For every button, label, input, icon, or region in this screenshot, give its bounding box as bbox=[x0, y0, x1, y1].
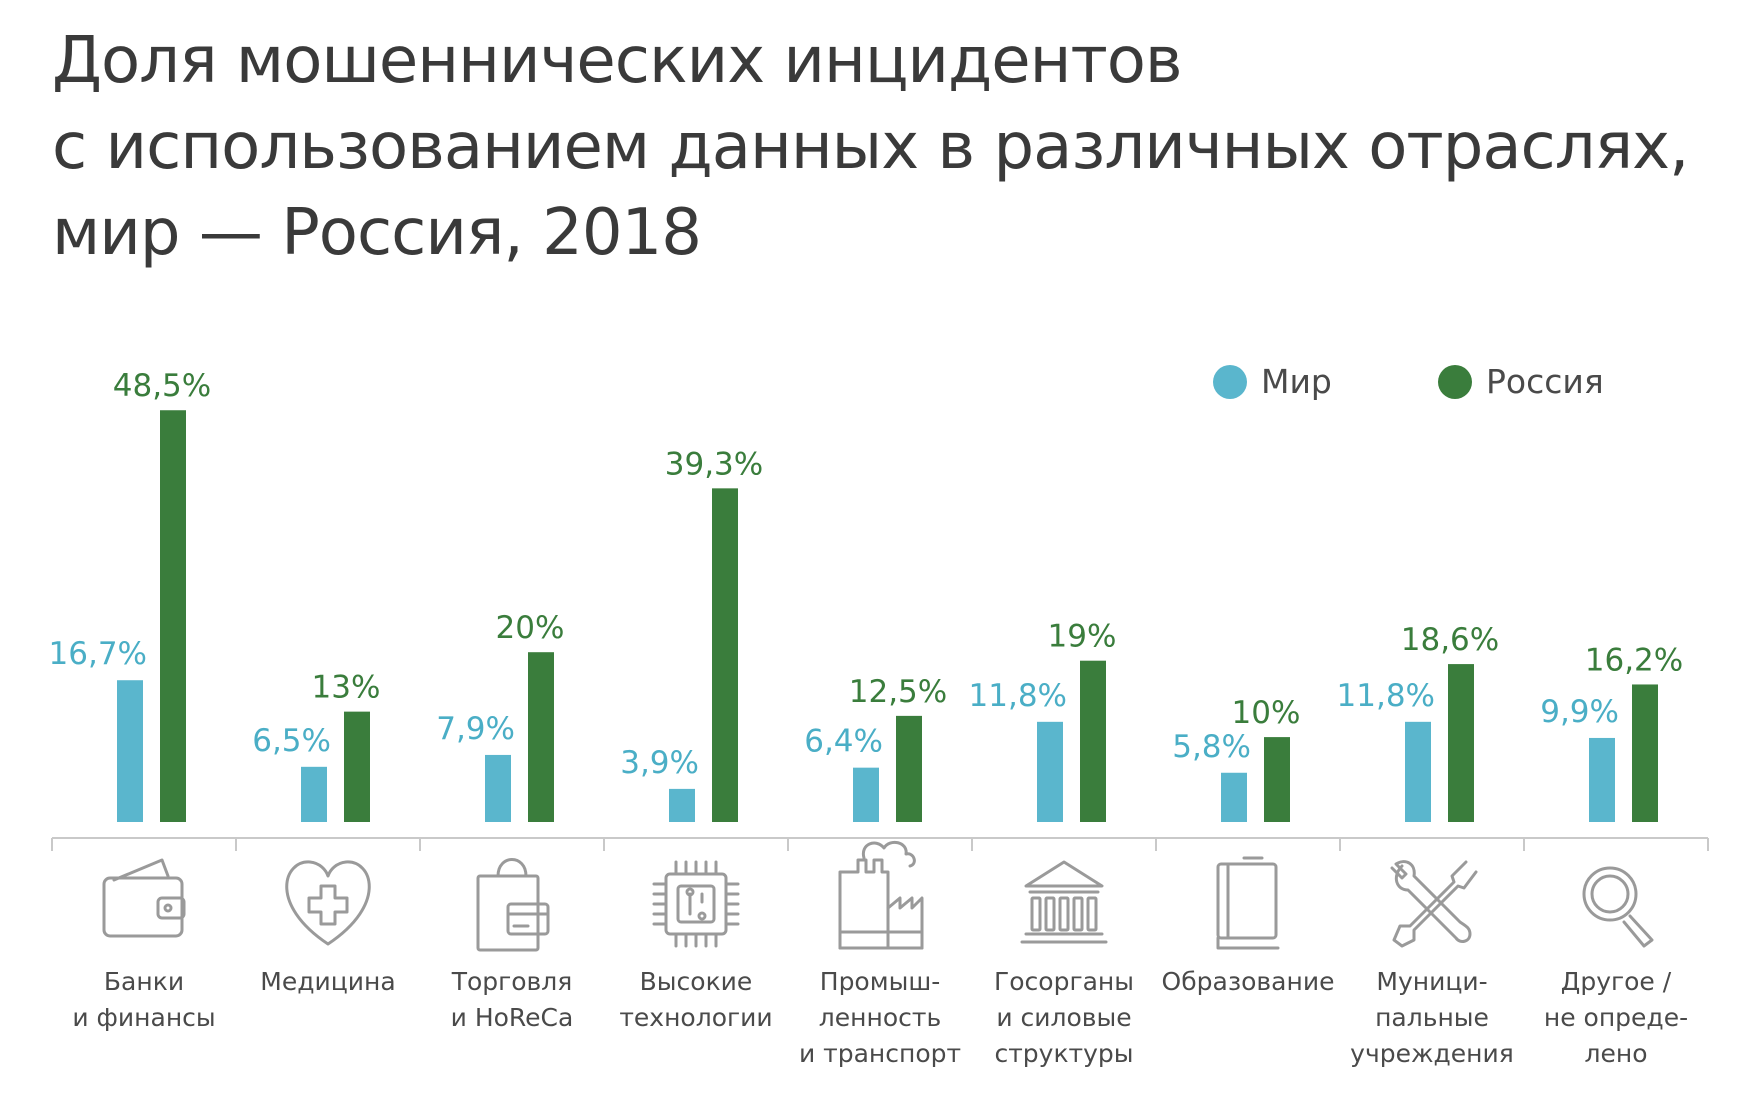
category-label-line: структуры bbox=[994, 1039, 1134, 1068]
category-label-line: и HoReCa bbox=[450, 1003, 574, 1032]
category-label-line: пальные bbox=[1375, 1003, 1489, 1032]
category-label: Другое / не опреде-лено bbox=[1524, 964, 1708, 1072]
category-label: Госорганы и силовые структуры bbox=[972, 964, 1156, 1072]
data-label-world: 9,9% bbox=[1540, 694, 1619, 730]
legend-swatch-world bbox=[1213, 365, 1247, 399]
category-label-line: ленность bbox=[818, 1003, 942, 1032]
legend-label-russia: Россия bbox=[1486, 362, 1604, 401]
chart-title: Доля мошеннических инцидентов с использо… bbox=[52, 18, 1732, 276]
category-label-line: Высокие bbox=[639, 967, 753, 996]
factory-icon bbox=[838, 840, 924, 950]
data-label-russia: 16,2% bbox=[1585, 642, 1683, 678]
legend: Мир Россия bbox=[1213, 362, 1604, 401]
data-label-russia: 10% bbox=[1232, 695, 1301, 731]
magnifier-icon bbox=[1582, 866, 1654, 948]
wallet-icon bbox=[102, 858, 186, 938]
category-icons-layer bbox=[102, 840, 1654, 952]
data-label-russia: 12,5% bbox=[849, 674, 947, 710]
data-label-russia: 20% bbox=[496, 610, 565, 646]
data-label-russia: 39,3% bbox=[665, 446, 763, 482]
bar-world bbox=[1221, 772, 1247, 822]
government-building-icon bbox=[1020, 860, 1108, 944]
category-label: Образование bbox=[1156, 964, 1340, 1000]
category-label-line: технологии bbox=[619, 1003, 773, 1032]
data-label-russia: 18,6% bbox=[1401, 622, 1499, 658]
category-label: Промыш-ленность и транспорт bbox=[788, 964, 972, 1072]
category-label: Высокие технологии bbox=[604, 964, 788, 1036]
data-label-world: 5,8% bbox=[1172, 729, 1251, 765]
bar-world bbox=[485, 754, 511, 822]
bar-russia bbox=[1448, 664, 1474, 822]
data-label-world: 6,5% bbox=[252, 723, 331, 759]
bar-russia bbox=[344, 711, 370, 822]
category-label: Банки и финансы bbox=[52, 964, 236, 1036]
title-line: мир — Россия, 2018 bbox=[52, 196, 702, 270]
bar-russia bbox=[1080, 660, 1106, 822]
category-label-line: Госорганы bbox=[994, 967, 1134, 996]
heart-medical-icon bbox=[285, 860, 371, 946]
data-label-russia: 48,5% bbox=[113, 368, 211, 404]
bar-world bbox=[1037, 721, 1063, 822]
data-label-russia: 19% bbox=[1048, 619, 1117, 655]
bar-russia bbox=[1632, 684, 1658, 822]
x-axis bbox=[51, 837, 1709, 851]
value-labels-layer: 16,7% 48,5% 6,5% 13% 7,9% 20% 3,9% 39,3% 6,4% 12,… bbox=[49, 368, 1684, 781]
category-label-line: не опреде- bbox=[1543, 1003, 1689, 1032]
bar-world bbox=[669, 788, 695, 822]
category-label-line: Торговля bbox=[451, 967, 573, 996]
shopping-bag-icon bbox=[476, 858, 550, 952]
data-label-russia: 13% bbox=[312, 670, 381, 706]
category-label-line: Промыш- bbox=[819, 967, 941, 996]
category-label-line: и силовые bbox=[996, 1003, 1132, 1032]
book-icon bbox=[1216, 856, 1280, 950]
category-label-line: лено bbox=[1584, 1039, 1648, 1068]
tools-icon bbox=[1390, 860, 1478, 948]
bar-russia bbox=[712, 488, 738, 822]
data-label-world: 11,8% bbox=[1337, 678, 1435, 714]
category-label-line: Медицина bbox=[260, 967, 396, 996]
category-label-line: и финансы bbox=[72, 1003, 216, 1032]
bar-russia bbox=[896, 715, 922, 822]
bar-world bbox=[853, 767, 879, 822]
data-label-world: 11,8% bbox=[969, 678, 1067, 714]
data-label-world: 6,4% bbox=[804, 724, 883, 760]
category-label-line: Образование bbox=[1161, 967, 1335, 996]
legend-label-world: Мир bbox=[1261, 362, 1332, 401]
category-label-line: и транспорт bbox=[798, 1039, 962, 1068]
category-label-line: Другое / bbox=[1560, 967, 1672, 996]
title-line: Доля мошеннических инцидентов bbox=[52, 24, 1183, 98]
microchip-icon bbox=[652, 860, 740, 948]
category-label-line: учреждения bbox=[1350, 1039, 1514, 1068]
bar-world bbox=[301, 766, 327, 822]
category-label-line: Муници- bbox=[1376, 967, 1488, 996]
bar-russia bbox=[528, 652, 554, 822]
bar-world bbox=[1589, 737, 1615, 822]
category-label: Муници-пальные учреждения bbox=[1340, 964, 1524, 1072]
category-label: Торговля и HoReCa bbox=[420, 964, 604, 1036]
category-label: Медицина bbox=[236, 964, 420, 1000]
title-line: с использованием данных в различных отра… bbox=[52, 110, 1689, 184]
bar-world bbox=[117, 680, 143, 822]
bar-world bbox=[1405, 721, 1431, 822]
data-label-world: 7,9% bbox=[436, 711, 515, 747]
data-label-world: 16,7% bbox=[49, 636, 147, 672]
bars-layer bbox=[117, 410, 1658, 822]
bar-russia bbox=[1264, 737, 1290, 822]
data-label-world: 3,9% bbox=[620, 745, 699, 781]
legend-swatch-russia bbox=[1438, 365, 1472, 399]
bar-russia bbox=[160, 410, 186, 822]
category-label-line: Банки bbox=[103, 967, 185, 996]
